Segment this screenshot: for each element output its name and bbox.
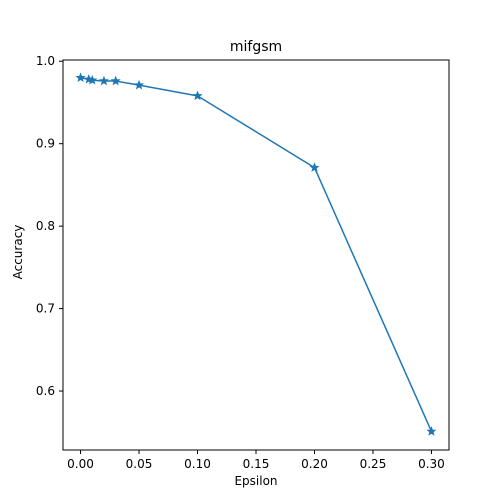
x-tick-label: 0.30 [418, 457, 445, 471]
data-point-star [110, 75, 121, 86]
x-tick-label: 0.25 [360, 457, 387, 471]
series-line [80, 76, 433, 432]
y-tick-label: 1.0 [36, 54, 55, 68]
data-point-star [426, 426, 437, 436]
data-point-star [133, 79, 145, 90]
y-tick-label: 0.8 [36, 219, 55, 233]
data-point-star [87, 74, 98, 85]
y-tick-label: 0.6 [36, 384, 55, 398]
x-tick-label: 0.00 [67, 457, 94, 471]
x-tick-label: 0.10 [184, 457, 211, 471]
x-axis-label: Epsilon [234, 474, 277, 488]
x-tick-label: 0.15 [243, 457, 270, 471]
y-axis-label: Accuracy [11, 225, 25, 280]
axis-ticks: 0.00 0.05 0.10 0.15 0.20 0.25 0.30 0.6 0.7 0.8 0.9… [36, 54, 445, 471]
data-point-star [309, 162, 320, 172]
x-tick-label: 0.20 [301, 457, 328, 471]
data-point-star [98, 75, 109, 86]
plot-frame [62, 59, 450, 451]
data-point-star [192, 90, 203, 101]
data-point-star [75, 72, 86, 83]
y-tick-label: 0.9 [36, 137, 55, 151]
y-tick-label: 0.7 [36, 302, 55, 316]
x-tick-label: 0.05 [126, 457, 153, 471]
data-series [75, 72, 437, 436]
chart-title: mifgsm [230, 39, 282, 55]
